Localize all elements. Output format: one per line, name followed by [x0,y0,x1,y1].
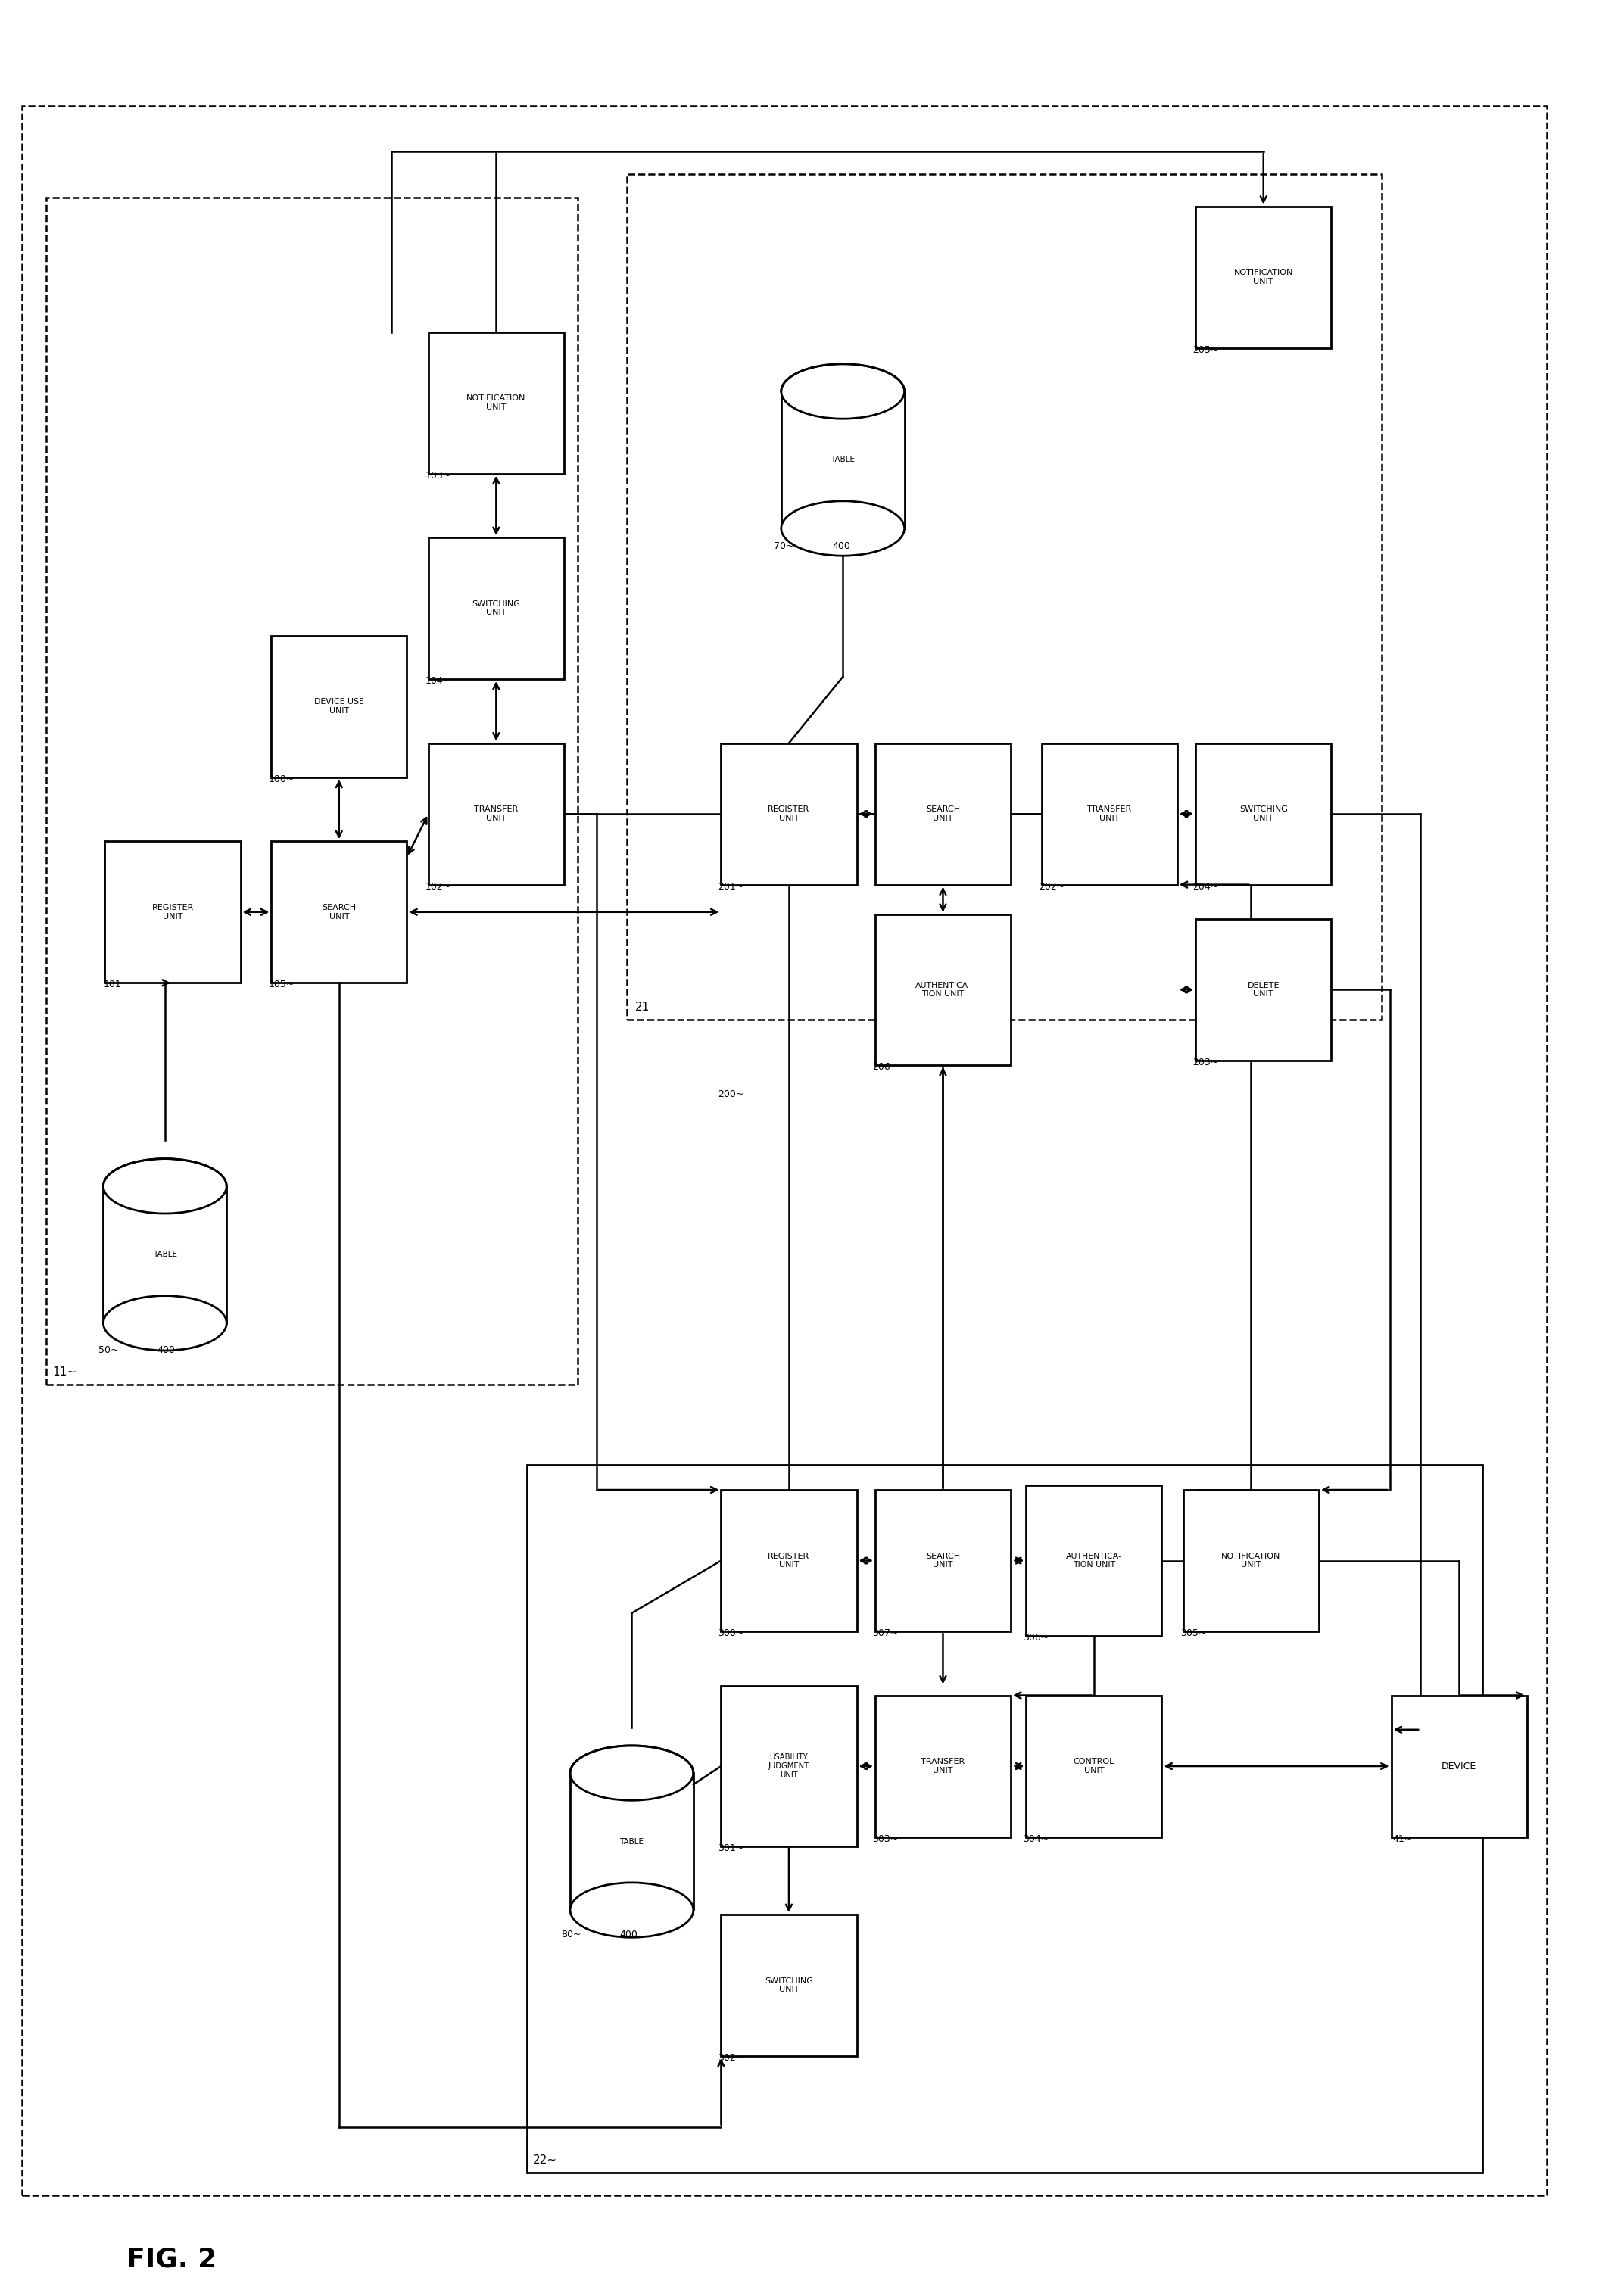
Text: 301~: 301~ [718,1843,744,1853]
Text: SWITCHING
UNIT: SWITCHING UNIT [765,1976,814,1995]
Ellipse shape [570,1745,693,1800]
Bar [526,1466,1483,2173]
Bar [875,742,1010,884]
Bar [1026,1486,1161,1635]
Bar [429,538,564,680]
Text: 11~: 11~ [52,1367,76,1379]
Text: REGISTER
UNIT: REGISTER UNIT [768,1553,810,1569]
Text: SEARCH
UNIT: SEARCH UNIT [926,1553,960,1569]
Bar [271,840,406,982]
Text: 400: 400 [831,540,849,552]
Text: TRANSFER
UNIT: TRANSFER UNIT [1088,806,1132,822]
Text: 205~: 205~ [1192,346,1218,355]
Text: AUTHENTICA-
TION UNIT: AUTHENTICA- TION UNIT [914,982,971,998]
Text: 70~: 70~ [773,540,794,552]
Text: 101: 101 [104,980,122,989]
Text: 400: 400 [619,1930,638,1940]
Bar [781,392,905,529]
Text: 102~: 102~ [425,882,451,891]
Text: 202~: 202~ [1038,882,1064,891]
Bar [721,1685,857,1846]
Bar [1195,206,1332,348]
Text: 300~: 300~ [718,1628,744,1637]
Text: 204~: 204~ [1192,882,1218,891]
Text: TABLE: TABLE [831,456,854,463]
Text: 41~: 41~ [1393,1834,1413,1843]
Text: 105~: 105~ [268,980,294,989]
Bar [47,197,578,1385]
Bar [1392,1695,1527,1837]
Bar [570,1772,693,1910]
Text: 302~: 302~ [718,2054,744,2063]
Text: 103~: 103~ [425,472,451,481]
Text: 21: 21 [635,1001,650,1012]
Bar [1195,742,1332,884]
Text: 307~: 307~ [872,1628,898,1637]
Bar [875,1695,1010,1837]
Text: AUTHENTICA-
TION UNIT: AUTHENTICA- TION UNIT [1065,1553,1122,1569]
Text: USABILITY
JUDGMENT
UNIT: USABILITY JUDGMENT UNIT [768,1754,809,1779]
Text: 306~: 306~ [1023,1633,1049,1642]
Text: 304~: 304~ [1023,1834,1049,1843]
Text: 203~: 203~ [1192,1058,1218,1067]
Bar [1041,742,1177,884]
Text: 200~: 200~ [718,1090,744,1099]
Text: 100~: 100~ [268,774,294,783]
Text: SWITCHING
UNIT: SWITCHING UNIT [1239,806,1288,822]
Bar [1195,918,1332,1060]
Text: 80~: 80~ [560,1930,581,1940]
Text: 206~: 206~ [872,1063,898,1072]
Text: REGISTER
UNIT: REGISTER UNIT [151,905,193,921]
Bar [429,332,564,474]
Text: NOTIFICATION
UNIT: NOTIFICATION UNIT [1234,268,1293,286]
Text: TABLE: TABLE [620,1839,643,1846]
Bar [271,637,406,776]
Text: SEARCH
UNIT: SEARCH UNIT [926,806,960,822]
Text: 305~: 305~ [1181,1628,1207,1637]
Text: FIG. 2: FIG. 2 [127,2246,216,2272]
Text: DELETE
UNIT: DELETE UNIT [1247,982,1280,998]
Ellipse shape [781,502,905,556]
Text: 201~: 201~ [718,882,744,891]
Bar [721,1914,857,2056]
Bar [627,174,1382,1019]
Text: SWITCHING
UNIT: SWITCHING UNIT [473,600,520,616]
Ellipse shape [104,1296,227,1351]
Text: REGISTER
UNIT: REGISTER UNIT [768,806,810,822]
Text: NOTIFICATION
UNIT: NOTIFICATION UNIT [466,394,526,410]
Text: DEVICE: DEVICE [1442,1761,1476,1770]
Text: 303~: 303~ [872,1834,898,1843]
Text: TABLE: TABLE [153,1250,177,1260]
Bar [1026,1695,1161,1837]
Ellipse shape [104,1159,227,1214]
Text: CONTROL
UNIT: CONTROL UNIT [1073,1759,1114,1775]
Text: SEARCH
UNIT: SEARCH UNIT [322,905,356,921]
Bar [106,840,240,982]
Bar [721,1491,857,1630]
Text: 50~: 50~ [99,1344,119,1356]
Text: NOTIFICATION
UNIT: NOTIFICATION UNIT [1221,1553,1281,1569]
Ellipse shape [781,364,905,419]
Bar [875,1491,1010,1630]
Text: 104~: 104~ [425,676,451,687]
Bar [721,742,857,884]
Text: DEVICE USE
UNIT: DEVICE USE UNIT [313,698,364,714]
Text: 400: 400 [158,1344,175,1356]
Bar [1184,1491,1319,1630]
Bar [875,914,1010,1065]
Bar [429,742,564,884]
Text: TRANSFER
UNIT: TRANSFER UNIT [474,806,518,822]
Text: 22~: 22~ [533,2155,557,2166]
Ellipse shape [570,1882,693,1937]
Text: TRANSFER
UNIT: TRANSFER UNIT [921,1759,965,1775]
Bar [104,1186,227,1324]
